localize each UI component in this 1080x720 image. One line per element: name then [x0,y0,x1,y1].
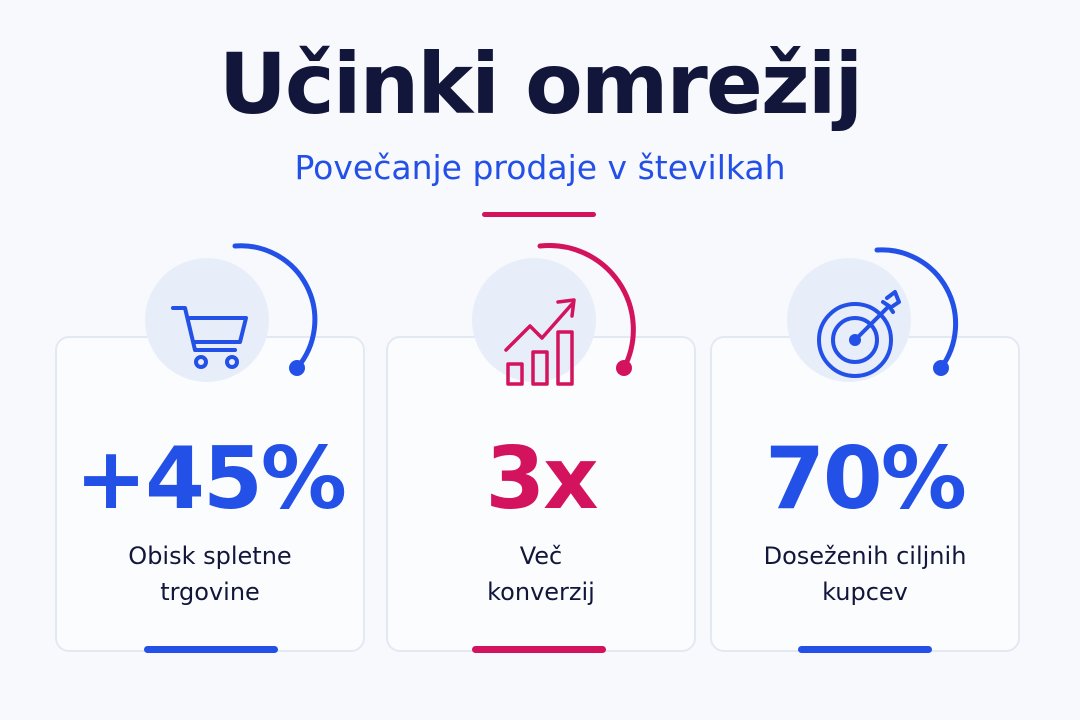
title-divider [482,212,596,217]
stat-value-customers: 70% [765,429,967,529]
stat-icon-badge-traffic [135,243,318,414]
stat-value-conversions: 3x [485,429,598,529]
stat-label-line: Več [519,542,563,570]
stat-label-line: konverzij [487,578,595,606]
card-accent-bar [144,646,278,653]
stat-label-line: Obisk spletne [128,542,292,570]
stat-icon-badge-customers [777,244,959,414]
growth-chart-icon [472,242,636,386]
stat-card-conversions [386,336,696,652]
stat-label-customers: Doseženih ciljnih kupcev [710,538,1020,610]
stat-icon-badge-conversions [462,242,636,414]
stat-card-traffic [55,336,365,652]
page-subtitle: Povečanje prodaje v številkah [294,148,786,187]
stat-label-line: kupcev [822,578,908,606]
stat-label-line: Doseženih ciljnih [763,542,967,570]
stat-label-line: trgovine [160,578,260,606]
stat-label-traffic: Obisk spletne trgovine [55,538,365,610]
stat-label-conversions: Več konverzij [386,538,696,610]
card-accent-bar [472,646,606,653]
target-icon [787,247,959,382]
shopping-cart-icon [145,243,318,382]
page-title: Učinki omrežij [218,35,864,133]
stat-value-traffic: +45% [75,429,347,529]
card-accent-bar [798,646,932,653]
